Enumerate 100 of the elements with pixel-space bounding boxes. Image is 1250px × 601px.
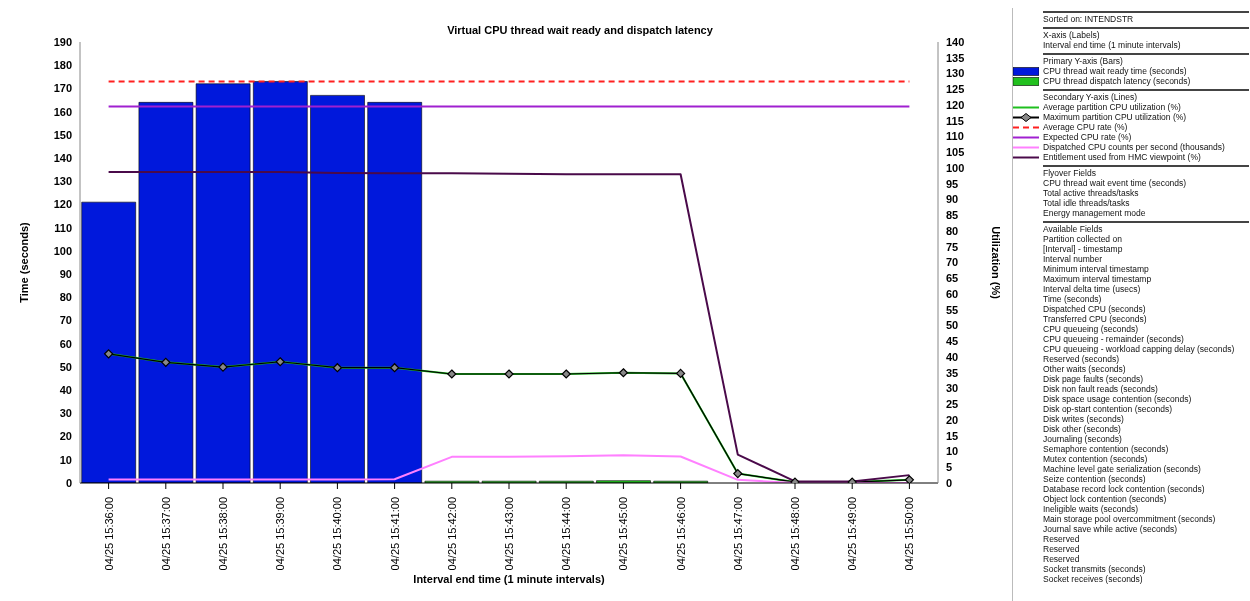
text: Reserved xyxy=(1043,544,1081,554)
x-tick-label: 04/25 15:50:00 xyxy=(903,497,916,571)
text: Disk writes (seconds) xyxy=(1043,414,1125,424)
text: Secondary Y-axis (Lines) xyxy=(1043,89,1249,102)
y2-tick-label: 20 xyxy=(946,413,959,426)
y2-tick-label: 135 xyxy=(946,51,965,64)
text: Socket transmits (seconds) xyxy=(1043,564,1147,574)
y2-tick-label: 140 xyxy=(946,35,965,48)
text: Dispatched CPU (seconds) xyxy=(1043,304,1147,314)
y-tick-label: 0 xyxy=(65,476,72,489)
text: Interval delta time (usecs) xyxy=(1043,284,1142,294)
text: Available Fields xyxy=(1043,221,1249,234)
text: Transferred CPU (seconds) xyxy=(1043,314,1148,324)
y2-tick-label: 70 xyxy=(946,256,959,269)
legend-label: Average partition CPU utilization (%) xyxy=(1043,102,1181,112)
y2-axis-title: Utilization (%) xyxy=(990,226,1003,300)
y2-tick-label: 75 xyxy=(946,240,959,253)
x-tick-label: 04/25 15:39:00 xyxy=(274,497,287,571)
legend-label: Maximum partition CPU utilization (%) xyxy=(1043,112,1187,122)
y-tick-label: 30 xyxy=(59,407,72,420)
y-tick-label: 40 xyxy=(59,384,72,397)
point xyxy=(332,363,342,373)
text: [Interval] - timestamp xyxy=(1043,244,1124,254)
text: Socket receives (seconds) xyxy=(1043,574,1144,584)
point xyxy=(275,357,285,367)
y-tick-label: 190 xyxy=(53,35,72,48)
y2-tick-label: 95 xyxy=(946,177,959,190)
text: CPU thread wait event time (seconds) xyxy=(1043,178,1188,188)
text: Disk page faults (seconds) xyxy=(1043,374,1145,384)
y2-tick-label: 80 xyxy=(946,224,959,237)
x-tick-label: 04/25 15:41:00 xyxy=(388,497,401,571)
text: Total idle threads/tasks xyxy=(1043,198,1131,208)
y-tick-label: 140 xyxy=(53,151,72,164)
point xyxy=(676,368,686,378)
y2-tick-label: 5 xyxy=(946,461,953,474)
y2-tick-label: 30 xyxy=(946,382,959,395)
y-axis-title: Time (seconds) xyxy=(17,221,30,303)
text: Journal save while active (seconds) xyxy=(1043,524,1179,534)
y2-tick-label: 45 xyxy=(946,335,959,348)
text: Semaphore contention (seconds) xyxy=(1043,444,1170,454)
x-tick-label: 04/25 15:38:00 xyxy=(217,497,229,571)
y2-tick-label: 65 xyxy=(946,272,959,285)
text: Journaling (seconds) xyxy=(1043,434,1123,444)
y-tick-label: 80 xyxy=(59,291,72,304)
y2-tick-label: 0 xyxy=(946,476,953,489)
text: Main storage pool overcommitment (seconds) xyxy=(1043,514,1217,524)
x-tick-label: 04/25 15:45:00 xyxy=(617,497,630,571)
text: X-axis (Labels) xyxy=(1043,27,1249,40)
y-tick-label: 160 xyxy=(53,105,72,118)
text: CPU queueing - remainder (seconds) xyxy=(1043,334,1185,344)
y-tick-label: 50 xyxy=(59,360,72,373)
text: Interval end time (1 minute intervals) xyxy=(1043,40,1182,50)
text: Disk non fault reads (seconds) xyxy=(1043,384,1159,394)
text: Flyover Fields xyxy=(1043,165,1249,178)
legend-label: Average CPU rate (%) xyxy=(1043,122,1128,132)
text: Reserved xyxy=(1043,534,1081,544)
point xyxy=(561,369,571,379)
text: Partition collected on xyxy=(1043,234,1123,244)
text: Sorted on: INTENDSTR xyxy=(1043,11,1249,24)
text: Minimum interval timestamp xyxy=(1043,264,1150,274)
y-tick-label: 170 xyxy=(53,82,72,95)
text: Maximum interval timestamp xyxy=(1043,274,1153,284)
x-axis-title: Interval end time (1 minute intervals) xyxy=(413,573,605,585)
y2-tick-label: 25 xyxy=(946,398,959,411)
y-tick-label: 10 xyxy=(59,453,72,466)
text: Ineligible waits (seconds) xyxy=(1043,504,1139,514)
y2-tick-label: 100 xyxy=(946,161,965,174)
y-tick-label: 110 xyxy=(54,221,72,234)
y2-tick-label: 115 xyxy=(946,114,964,127)
text: Reserved (seconds) xyxy=(1043,354,1121,364)
text: CPU queueing (seconds) xyxy=(1043,324,1139,334)
point xyxy=(733,468,743,479)
point xyxy=(390,363,400,373)
point xyxy=(447,369,457,379)
y2-tick-label: 55 xyxy=(946,303,959,316)
text: Seize contention (seconds) xyxy=(1043,474,1147,484)
point xyxy=(161,357,171,367)
x-tick-label: 04/25 15:42:00 xyxy=(445,497,458,571)
y-tick-label: 60 xyxy=(59,337,72,350)
x-tick-label: 04/25 15:48:00 xyxy=(789,497,801,571)
legend-label: CPU thread wait ready time (seconds) xyxy=(1043,66,1187,76)
text: Mutex contention (seconds) xyxy=(1043,454,1149,464)
y2-tick-label: 10 xyxy=(946,445,959,458)
y2-tick-label: 120 xyxy=(946,98,965,111)
y-tick-label: 150 xyxy=(53,128,72,141)
x-tick-label: 04/25 15:49:00 xyxy=(846,497,859,571)
x-tick-label: 04/25 15:47:00 xyxy=(731,497,744,571)
y-tick-label: 180 xyxy=(53,59,72,72)
y2-tick-label: 40 xyxy=(946,350,959,363)
chart-title: Virtual CPU thread wait ready and dispatch latency xyxy=(446,24,714,36)
y2-tick-label: 130 xyxy=(946,67,965,80)
y2-tick-label: 90 xyxy=(946,193,959,206)
text: Total active threads/tasks xyxy=(1043,188,1140,198)
x-tick-label: 04/25 15:44:00 xyxy=(560,497,573,571)
y-tick-label: 70 xyxy=(59,314,72,327)
text: Database record lock contention (seconds) xyxy=(1043,484,1206,494)
text: Machine level gate serialization (seconds) xyxy=(1043,464,1202,474)
text: Other waits (seconds) xyxy=(1043,364,1127,374)
text: Time (seconds) xyxy=(1043,294,1103,304)
y-tick-label: 120 xyxy=(53,198,72,211)
